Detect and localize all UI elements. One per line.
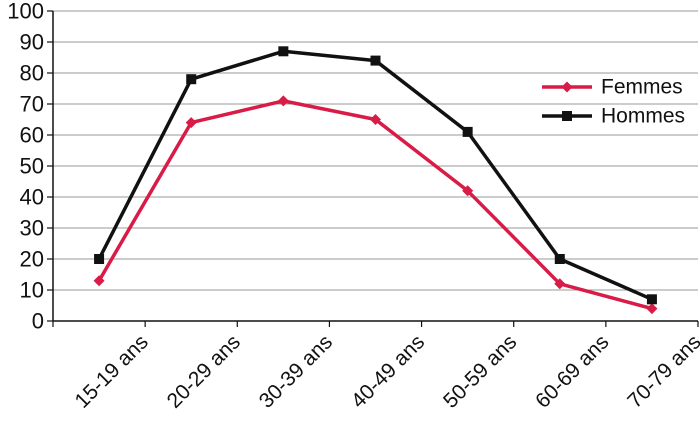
x-tick-label: 50-59 ans [439,330,521,412]
data-point-femmes [370,114,381,125]
data-point-femmes [93,275,105,287]
data-point-hommes [94,254,105,264]
series-femmes [93,95,658,315]
legend-marker [562,111,572,121]
data-point-hommes [462,126,473,137]
x-tick-label: 30-39 ans [255,330,337,412]
grid-lines [53,10,698,291]
data-point-hommes [646,294,657,305]
data-point-hommes [370,55,381,66]
data-point-femmes [646,303,658,315]
y-tick-label: 100 [7,0,44,24]
x-tick-label: 70-79 ans [623,330,700,412]
axes: 0 10 20 30 40 50 60 70 80 90 100 15-19 ans 20-29 ans… [7,0,700,413]
series-hommes [94,46,657,305]
x-tick-label: 60-69 ans [531,330,613,412]
data-point-femmes [462,185,474,197]
legend: Femmes Hommes [542,76,685,128]
legend-label: Hommes [601,105,685,128]
x-tick-label: 15-19 ans [70,330,152,412]
legend-label: Femmes [601,76,683,99]
x-tick-label: 20-29 ans [163,330,245,412]
data-point-femmes [554,278,566,290]
data-point-hommes [554,254,565,264]
data-series [93,46,658,315]
data-point-femmes [185,117,197,129]
data-point-femmes [277,95,289,107]
y-tick-label: 70 [20,92,44,117]
legend-item-femmes: Femmes [542,76,683,99]
data-point-hommes [186,74,197,85]
y-tick-label: 50 [20,154,44,179]
series-line-femmes [97,99,653,311]
data-point-hommes [278,46,289,57]
y-tick-label: 0 [32,309,44,334]
y-tick-label: 90 [20,30,44,55]
y-tick-label: 20 [20,247,44,272]
x-tick-label: 40-49 ans [347,330,429,412]
y-tick-label: 30 [20,216,44,241]
y-tick-label: 60 [20,123,44,148]
y-tick-label: 40 [20,185,44,210]
legend-marker [561,81,573,93]
y-tick-label: 80 [20,61,44,86]
y-tick-label: 10 [20,278,44,303]
legend-item-hommes: Hommes [542,105,685,128]
